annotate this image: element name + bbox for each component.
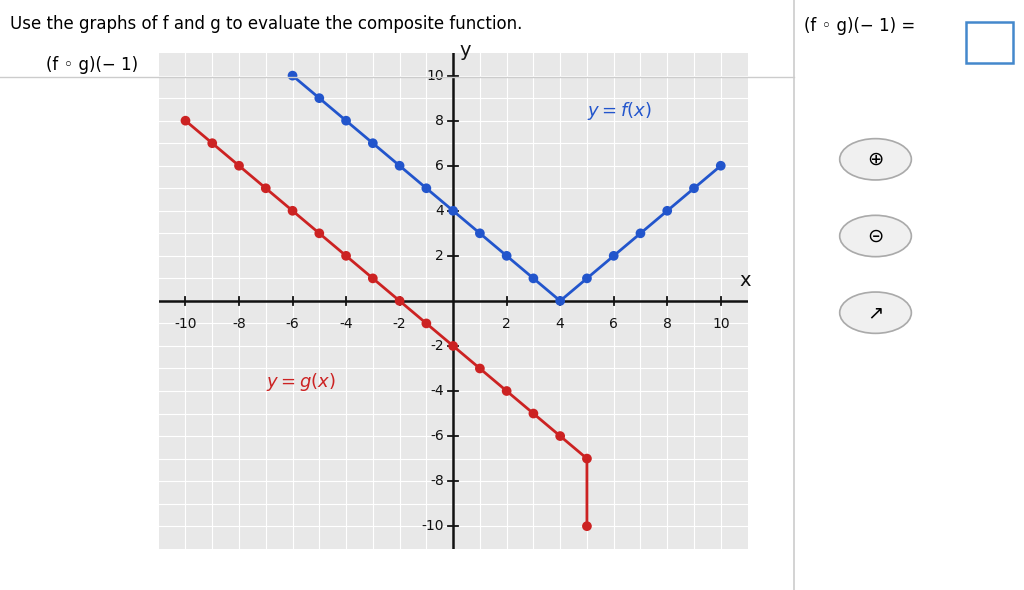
Text: -10: -10	[174, 317, 197, 330]
Point	[258, 183, 274, 193]
Point	[204, 139, 220, 148]
Text: -8: -8	[430, 474, 443, 488]
Point	[659, 206, 676, 215]
Text: -6: -6	[430, 429, 443, 443]
Point	[499, 386, 515, 396]
Text: ⊕: ⊕	[867, 150, 884, 169]
Point	[338, 251, 354, 261]
Point	[230, 161, 247, 171]
Text: ↗: ↗	[867, 303, 884, 322]
Text: 2: 2	[435, 249, 443, 263]
Point	[391, 161, 408, 171]
Point	[605, 251, 622, 261]
Text: 6: 6	[435, 159, 443, 173]
Point	[338, 116, 354, 126]
Text: -2: -2	[430, 339, 443, 353]
Text: (f ◦ g)(− 1): (f ◦ g)(− 1)	[46, 56, 138, 74]
Text: -8: -8	[232, 317, 246, 330]
Point	[285, 206, 301, 215]
Text: 6: 6	[609, 317, 618, 330]
Point	[285, 71, 301, 80]
Text: y: y	[460, 41, 471, 60]
Point	[365, 139, 381, 148]
Point	[525, 274, 542, 283]
Text: -4: -4	[339, 317, 353, 330]
Text: 10: 10	[426, 68, 443, 83]
Point	[552, 431, 568, 441]
Point	[632, 228, 648, 238]
Point	[499, 251, 515, 261]
Point	[391, 296, 408, 306]
Point	[311, 228, 328, 238]
Point	[579, 454, 595, 463]
Text: $y = g(x)$: $y = g(x)$	[266, 371, 336, 392]
Text: Use the graphs of f and g to evaluate the composite function.: Use the graphs of f and g to evaluate th…	[10, 15, 522, 33]
Text: -2: -2	[393, 317, 407, 330]
Point	[365, 274, 381, 283]
Text: 4: 4	[435, 204, 443, 218]
Text: x: x	[739, 271, 751, 290]
Point	[177, 116, 194, 126]
Text: (f ◦ g)(− 1) =: (f ◦ g)(− 1) =	[804, 17, 921, 35]
Point	[713, 161, 729, 171]
Point	[418, 183, 434, 193]
Text: 8: 8	[663, 317, 672, 330]
Point	[418, 319, 434, 328]
Point	[311, 93, 328, 103]
Text: 4: 4	[556, 317, 564, 330]
Text: ⊝: ⊝	[867, 227, 884, 245]
Point	[444, 341, 461, 350]
Point	[579, 274, 595, 283]
Point	[579, 522, 595, 531]
Text: -10: -10	[421, 519, 443, 533]
Text: 10: 10	[712, 317, 729, 330]
Point	[444, 206, 461, 215]
Point	[686, 183, 702, 193]
Text: -6: -6	[286, 317, 299, 330]
Text: 2: 2	[503, 317, 511, 330]
Point	[472, 364, 488, 373]
Text: $y = f(x)$: $y = f(x)$	[587, 100, 651, 122]
Text: 8: 8	[435, 114, 443, 127]
Point	[472, 228, 488, 238]
Point	[552, 296, 568, 306]
Text: -4: -4	[430, 384, 443, 398]
Point	[525, 409, 542, 418]
